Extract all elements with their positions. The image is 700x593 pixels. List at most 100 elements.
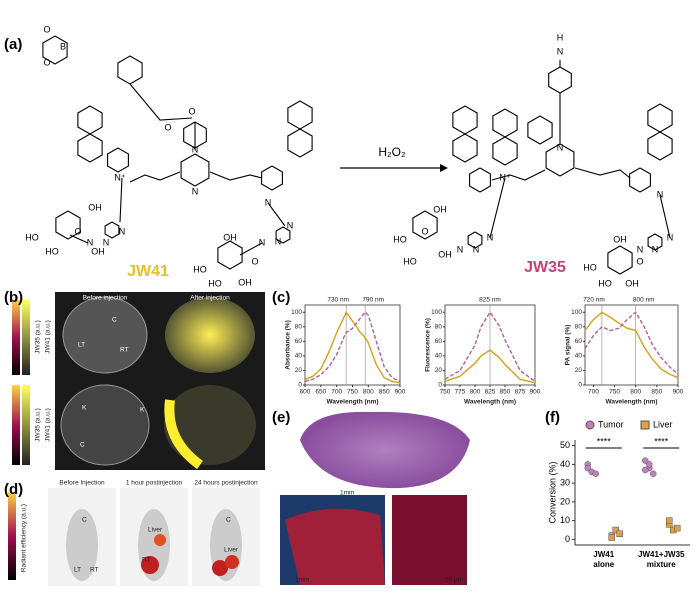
x-tick-label: 750	[440, 389, 451, 396]
ring	[275, 226, 291, 244]
ring	[412, 210, 438, 240]
atom-label: N	[103, 237, 110, 247]
atom-label: O	[421, 226, 428, 236]
data-point	[642, 466, 649, 474]
compound-label: JW35	[524, 259, 566, 276]
y-tick-label: 50	[560, 440, 570, 450]
y-tick-label: 40	[560, 459, 570, 469]
x-tick-label: mixture	[647, 560, 676, 569]
atom-label: O	[636, 256, 643, 266]
label: JW35 (a.u.)	[35, 320, 42, 354]
arrow-head	[440, 164, 448, 172]
x-tick-label: 800	[363, 389, 374, 396]
marker-label: 730 nm	[327, 297, 349, 304]
x-axis-title: Wavelength (nm)	[464, 399, 516, 406]
atom-label: O	[251, 256, 258, 266]
legend-marker	[585, 420, 595, 430]
y-tick-label: 20	[295, 367, 303, 374]
y-tick-label: 40	[295, 353, 303, 360]
bond	[489, 177, 506, 239]
ring	[607, 245, 633, 275]
atom-label: OH	[88, 202, 102, 212]
y-tick-label: 20	[435, 367, 443, 374]
x-tick-label: 750	[347, 389, 358, 396]
bond	[574, 167, 631, 179]
y-tick-label: 100	[291, 309, 302, 316]
ring	[492, 108, 518, 138]
y-tick-label: 80	[575, 324, 583, 331]
ring	[42, 35, 68, 65]
marker-label: 800 nm	[633, 297, 655, 304]
ring	[180, 153, 210, 187]
ring	[629, 167, 651, 193]
label: Liver	[148, 527, 163, 534]
y-tick-label: 80	[295, 324, 303, 331]
atom-label: O	[74, 226, 81, 236]
label: C	[82, 517, 87, 524]
ring	[77, 105, 103, 135]
data-point	[650, 470, 657, 477]
atom-label: N	[657, 189, 664, 199]
label: LT	[78, 342, 85, 349]
imaging-panel-d	[8, 488, 260, 586]
label: 1mm	[340, 490, 354, 497]
atom-label: HO	[583, 262, 597, 272]
atom-label: OH	[238, 277, 252, 287]
y-axis-title: PA signal (%)	[565, 325, 572, 366]
label: After injection	[190, 295, 230, 302]
ring	[107, 147, 129, 173]
x-axis-title: Wavelength (nm)	[326, 399, 378, 406]
data-point	[612, 526, 619, 534]
atom-label: HO	[25, 232, 39, 242]
significance: ****	[597, 436, 612, 446]
ring	[647, 233, 663, 251]
atom-label: N⁺	[499, 172, 510, 182]
label: RT	[120, 347, 129, 354]
panel-label: (c)	[272, 289, 290, 306]
atom-label: N	[87, 237, 94, 247]
bond	[129, 171, 181, 183]
y-axis-title: Fluorescence (%)	[425, 318, 432, 372]
spectrum-line	[304, 310, 401, 384]
label: JW35 (a.u.)	[35, 408, 42, 442]
x-tick-label: 875	[515, 389, 526, 396]
ring	[452, 105, 478, 135]
ring	[217, 240, 243, 270]
label: Before Injection	[59, 480, 105, 487]
bond	[267, 202, 286, 227]
legend-marker	[640, 420, 650, 430]
ring	[77, 133, 103, 163]
spectrum-line	[444, 311, 536, 382]
y-tick-label: 0	[438, 382, 442, 389]
ring	[469, 167, 491, 193]
data-point	[674, 524, 681, 532]
label: JW41 (a.u.)	[45, 408, 52, 442]
label: 1 hour postinjection	[126, 480, 183, 487]
x-tick-label: 900	[395, 389, 406, 396]
panel-label: (d)	[4, 481, 23, 498]
plot-frame	[304, 304, 401, 386]
ring	[545, 143, 575, 177]
atom-label: N	[192, 186, 199, 196]
atom-label: N⁺	[114, 172, 125, 182]
ring	[527, 115, 553, 145]
label: 50 µm	[445, 577, 463, 584]
atom-label: O	[43, 57, 50, 67]
x-tick-label: 850	[500, 389, 511, 396]
ring	[261, 165, 283, 191]
atom-label: OH	[625, 278, 639, 288]
x-tick-label: JW41	[593, 550, 614, 559]
bond	[239, 242, 263, 256]
x-tick-label: 850	[379, 389, 390, 396]
atom-label: N	[192, 144, 199, 154]
ring	[117, 55, 143, 85]
atom-label: O	[188, 106, 195, 116]
bond	[491, 169, 546, 181]
x-tick-label: 850	[651, 389, 662, 396]
bond	[69, 234, 89, 244]
x-tick-label: 900	[673, 389, 684, 396]
imaging-panel-b	[12, 292, 265, 470]
atom-label: N	[287, 220, 294, 230]
reagent: H₂O₂	[378, 145, 406, 159]
